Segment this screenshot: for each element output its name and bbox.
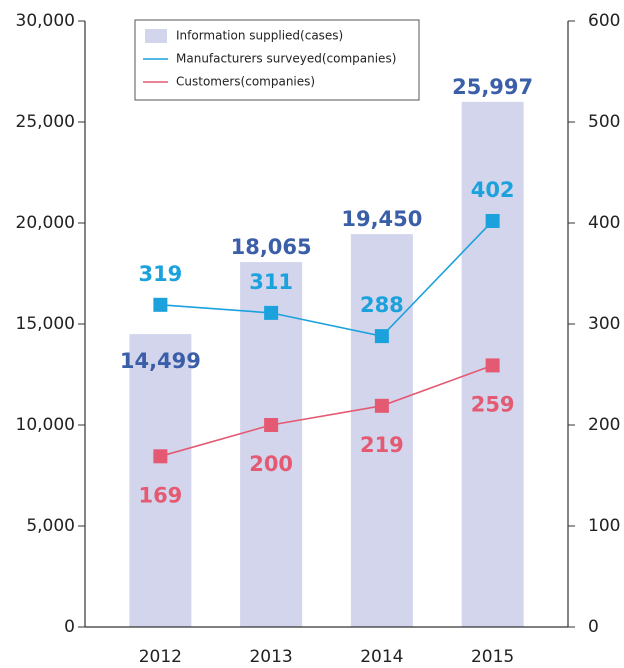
x-tick-label: 2013 (249, 647, 292, 667)
x-tick-label: 2015 (471, 647, 514, 667)
line-value-label: 288 (360, 293, 404, 317)
legend-label: Manufacturers surveyed(companies) (176, 52, 396, 66)
y2-tick-label: 0 (588, 617, 599, 637)
bar (240, 262, 303, 627)
line-value-label: 200 (249, 452, 293, 476)
y-tick-label: 25,000 (16, 112, 75, 132)
line-value-label: 402 (471, 178, 515, 202)
legend-label: Customers(companies) (176, 75, 315, 89)
line-marker (374, 398, 389, 413)
bar-value-label: 25,997 (452, 75, 533, 99)
bar (350, 234, 413, 628)
line-value-label: 219 (360, 433, 404, 457)
y-tick-label: 15,000 (16, 314, 75, 334)
y2-tick-label: 200 (588, 415, 620, 435)
x-tick-label: 2012 (139, 647, 182, 667)
line-value-label: 311 (249, 270, 293, 294)
line-marker (264, 418, 279, 432)
line-value-label: 319 (138, 262, 182, 286)
legend-label: Information supplied(cases) (176, 29, 343, 43)
y2-tick-label: 500 (588, 112, 620, 132)
line-marker (153, 449, 168, 464)
bar (129, 334, 192, 627)
line-marker (485, 213, 500, 228)
line-value-label: 259 (471, 392, 515, 416)
y-tick-label: 30,000 (16, 11, 75, 31)
y-tick-label: 0 (64, 617, 75, 637)
bar-value-label: 19,450 (341, 207, 422, 231)
y2-tick-label: 600 (588, 11, 620, 31)
bar-value-label: 18,065 (231, 235, 312, 259)
line-marker (374, 329, 389, 344)
bar-value-label: 14,499 (120, 349, 201, 373)
x-tick-label: 2014 (360, 647, 403, 667)
line-marker (485, 358, 500, 373)
y2-tick-label: 100 (588, 516, 620, 536)
y-tick-label: 20,000 (16, 213, 75, 233)
line-marker (264, 305, 279, 320)
line (160, 220, 494, 337)
legend-swatch (145, 29, 167, 43)
line-marker (153, 297, 168, 312)
line (160, 364, 493, 458)
y-tick-label: 5,000 (26, 516, 75, 536)
y-tick-label: 10,000 (16, 415, 75, 435)
line-value-label: 169 (138, 483, 182, 507)
y2-tick-label: 300 (588, 314, 620, 334)
legend-box (134, 19, 420, 101)
y2-tick-label: 400 (588, 213, 620, 233)
